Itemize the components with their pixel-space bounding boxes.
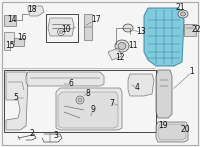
Bar	[46, 14, 78, 42]
Ellipse shape	[115, 40, 129, 52]
Polygon shape	[28, 6, 44, 16]
Polygon shape	[4, 32, 14, 50]
Polygon shape	[6, 72, 28, 130]
Text: 8: 8	[86, 90, 90, 98]
Text: 11: 11	[128, 41, 138, 51]
Ellipse shape	[178, 10, 188, 18]
Polygon shape	[184, 24, 196, 36]
Text: 16: 16	[17, 34, 27, 42]
Text: 2: 2	[30, 128, 34, 137]
Polygon shape	[58, 92, 118, 128]
Text: 3: 3	[54, 132, 58, 141]
Text: 14: 14	[7, 15, 17, 25]
Bar	[4, 70, 156, 132]
Text: 6: 6	[69, 80, 73, 88]
Text: 22: 22	[191, 25, 200, 35]
Text: 5: 5	[14, 93, 18, 102]
Ellipse shape	[118, 42, 126, 50]
Polygon shape	[156, 122, 188, 142]
Polygon shape	[48, 18, 74, 36]
Polygon shape	[108, 48, 122, 60]
Circle shape	[78, 98, 82, 102]
Text: 20: 20	[180, 126, 190, 135]
Text: 13: 13	[136, 27, 146, 36]
Text: 19: 19	[158, 122, 168, 131]
Polygon shape	[128, 74, 154, 96]
Ellipse shape	[123, 24, 133, 32]
Polygon shape	[14, 38, 24, 46]
Polygon shape	[84, 14, 92, 40]
Ellipse shape	[180, 12, 186, 16]
Text: 9: 9	[91, 106, 95, 115]
Polygon shape	[56, 88, 122, 130]
Polygon shape	[144, 8, 184, 66]
Text: 15: 15	[5, 41, 15, 51]
Text: 18: 18	[27, 5, 37, 15]
Circle shape	[76, 96, 84, 104]
Text: 10: 10	[61, 25, 71, 35]
Circle shape	[60, 30, 62, 34]
Polygon shape	[4, 15, 16, 26]
Text: 1: 1	[190, 67, 194, 76]
Polygon shape	[158, 124, 186, 140]
Text: 21: 21	[175, 4, 185, 12]
Polygon shape	[156, 70, 172, 118]
Text: 17: 17	[91, 15, 101, 25]
Text: 4: 4	[135, 83, 139, 92]
Text: 7: 7	[110, 98, 114, 107]
Polygon shape	[26, 72, 104, 86]
Text: 12: 12	[115, 54, 125, 62]
